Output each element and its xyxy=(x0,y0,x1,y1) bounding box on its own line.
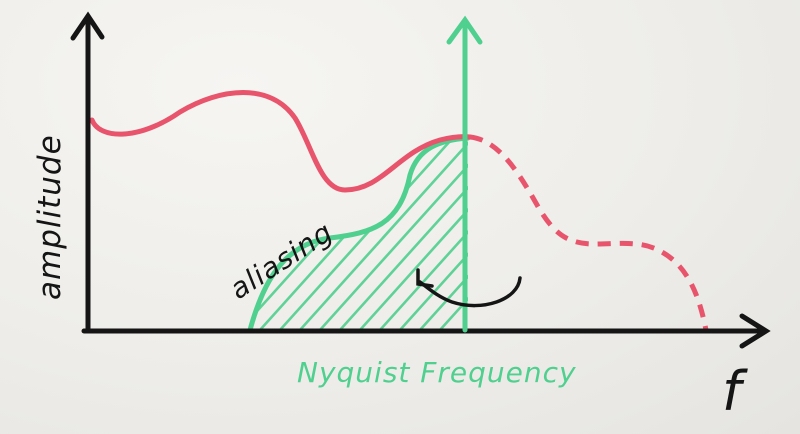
curved-arrow-left-icon xyxy=(416,268,522,308)
aliasing-hatch xyxy=(250,138,468,330)
y-axis-arrowhead xyxy=(70,11,105,41)
x-axis-label: f xyxy=(722,360,748,423)
nyquist-arrowhead xyxy=(446,15,483,45)
y-axis-label: amplitude xyxy=(32,134,68,300)
signal-spectrum-dashed xyxy=(469,134,709,331)
nyquist-marker xyxy=(446,15,483,333)
nyquist-frequency-label: Nyquist Frequency xyxy=(297,356,577,389)
x-axis-arrowhead xyxy=(739,313,771,349)
axes xyxy=(70,11,771,349)
aliasing-curve xyxy=(247,135,471,333)
signal-spectrum-solid xyxy=(89,90,473,193)
